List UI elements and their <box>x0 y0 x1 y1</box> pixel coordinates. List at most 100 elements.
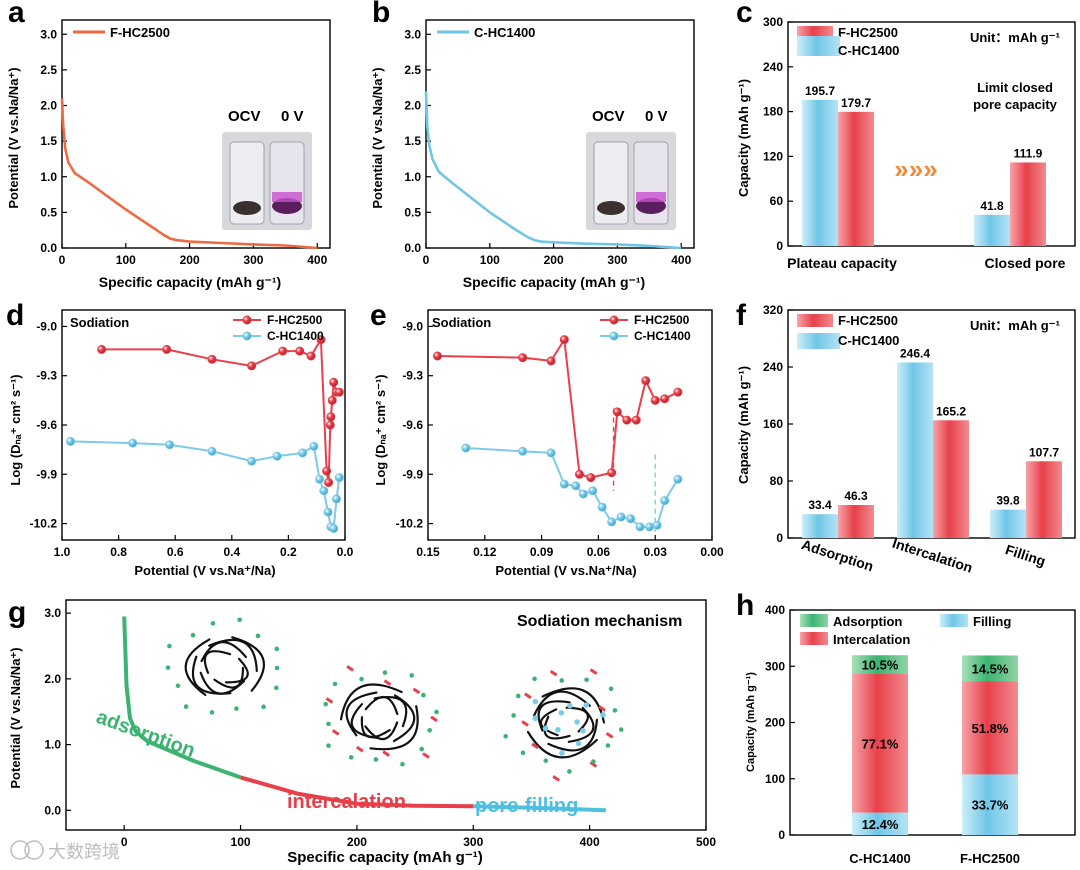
adsorbed-na <box>427 727 432 733</box>
adsorbed-na <box>503 733 508 739</box>
intercalated-na <box>549 669 558 677</box>
y-tick-label: 0.0 <box>44 803 61 817</box>
data-point <box>607 517 617 527</box>
data-point <box>324 477 334 487</box>
data-point <box>165 440 175 450</box>
y-tick-label: 120 <box>763 149 783 163</box>
axes: -9.0 -9.3 -9.6 -9.9 -10.2 1.0 0.8 0.6 0.4 0.2 0.0 F… <box>30 309 354 559</box>
stacked-bar-adsorption <box>852 655 908 675</box>
intercalated-na <box>325 697 334 704</box>
filled-na <box>580 727 586 734</box>
x-axis-label: Potential (V vs.Na⁺/Na) <box>495 563 636 578</box>
data-point <box>316 335 326 345</box>
legend-label-intercalation: Intercalation <box>833 632 910 647</box>
legend-swatch <box>797 333 840 349</box>
bar-value-label: 39.8 <box>996 494 1020 508</box>
y-axis-label: Potential (V vs.Na/Na⁺) <box>370 67 385 208</box>
y-axis-label: Capacity (mAh g⁻¹) <box>745 672 757 772</box>
intercalated-na <box>589 761 598 768</box>
filled-na <box>532 715 539 722</box>
plot-frame <box>425 19 695 249</box>
y-tick-label: -9.0 <box>36 319 57 333</box>
data-point <box>518 353 528 363</box>
legend-label: F-HC2500 <box>634 313 690 327</box>
data-point <box>65 436 75 446</box>
adsorbed-na <box>274 646 280 652</box>
x-tick-label: 200 <box>347 835 367 849</box>
adsorbed-na <box>210 621 216 626</box>
panel-letter: f <box>736 299 747 332</box>
y-tick-label: 0 <box>776 531 783 545</box>
y-tick-label: -10.2 <box>396 517 424 531</box>
vial-label-right: 0 V <box>645 108 668 125</box>
watermark-icon <box>10 840 30 860</box>
x-tick-label: 0.09 <box>530 545 554 559</box>
y-tick-label: 3.0 <box>44 606 61 620</box>
bar-value-label: 111.9 <box>1014 146 1043 160</box>
intercalated-na <box>422 752 430 759</box>
bar-f-hc2500 <box>1026 461 1062 538</box>
vial-label-right: 0 V <box>281 108 304 125</box>
bar-value-label: 195.7 <box>805 84 835 98</box>
adsorbed-na <box>373 757 379 762</box>
panel-c: c 0 60 120 180 240 300 195.7 179.7 41.8 111.9 Plat… <box>736 0 1076 271</box>
x-axis-label: Specific capacity (mAh g⁻¹) <box>463 274 645 290</box>
x-tick-label: 400 <box>671 253 691 267</box>
intercalated-na <box>598 705 606 712</box>
stacked-bar-adsorption <box>962 655 1018 682</box>
carbon-sketch <box>165 617 280 715</box>
data-point <box>673 474 683 484</box>
segment-label-filling: pore-filling <box>475 795 578 817</box>
legend-marker <box>242 331 252 341</box>
legend-swatch-filling <box>940 614 968 627</box>
data-point <box>272 451 282 461</box>
legend-marker <box>609 315 619 325</box>
adsorbed-na <box>409 673 415 678</box>
bar-value-label: 107.7 <box>1029 445 1059 459</box>
adsorbed-na <box>419 746 425 752</box>
data-point <box>578 489 588 499</box>
intercalated-na <box>430 715 438 723</box>
legend-label: C-HC1400 <box>838 333 899 348</box>
y-tick-label: -9.6 <box>36 418 57 432</box>
bar-value-label: 33.4 <box>808 498 832 512</box>
x-tick-label: 400 <box>307 253 327 267</box>
adsorbed-na <box>255 633 261 639</box>
carbon-layer <box>369 705 419 751</box>
category-label: Adsorption <box>800 536 876 574</box>
adsorbed-na <box>612 708 618 713</box>
stacked-bar-filling <box>962 774 1018 835</box>
x-tick-label: 100 <box>480 253 500 267</box>
panel-a: a 0.0 0.5 1.0 1.5 2.0 2.5 3.0 0 100 200 300 400 F-H… <box>6 0 331 290</box>
adsorbed-na <box>332 681 338 687</box>
x-tick-label: 0.2 <box>280 545 297 559</box>
plot-frame <box>787 21 1076 247</box>
x-tick-label: 300 <box>463 835 483 849</box>
adsorbed-na <box>234 706 239 711</box>
series-line <box>437 338 679 479</box>
y-tick-label: -9.6 <box>402 418 423 432</box>
panel-h: h 0 100 200 300 400 12.4% 77.1% 10.5% C-HC1400 33… <box>736 589 1076 866</box>
carbon-layer <box>231 636 266 692</box>
legend-swatch <box>797 314 833 327</box>
y-tick-label: 240 <box>763 360 783 374</box>
carbon-layer <box>364 721 399 741</box>
data-point <box>329 377 339 387</box>
x-tick-label: 0.03 <box>644 545 668 559</box>
adsorbed-na <box>608 686 614 692</box>
bar-c-hc1400 <box>974 214 1010 246</box>
adsorbed-na <box>274 685 279 691</box>
data-point <box>278 346 288 356</box>
data-point <box>612 407 622 417</box>
data-point <box>247 456 257 466</box>
x-tick-label: 0.00 <box>700 545 724 559</box>
carbon-layer <box>345 691 378 737</box>
adsorbed-na <box>323 701 328 707</box>
y-tick-label: 1.5 <box>40 134 57 148</box>
y-tick-label: 60 <box>770 194 784 208</box>
plot-frame <box>61 309 346 541</box>
curve-segment-intercalation <box>239 775 474 809</box>
stacked-bar-filling <box>852 812 908 835</box>
y-tick-label: 3.0 <box>404 27 421 41</box>
data-point <box>645 522 655 532</box>
